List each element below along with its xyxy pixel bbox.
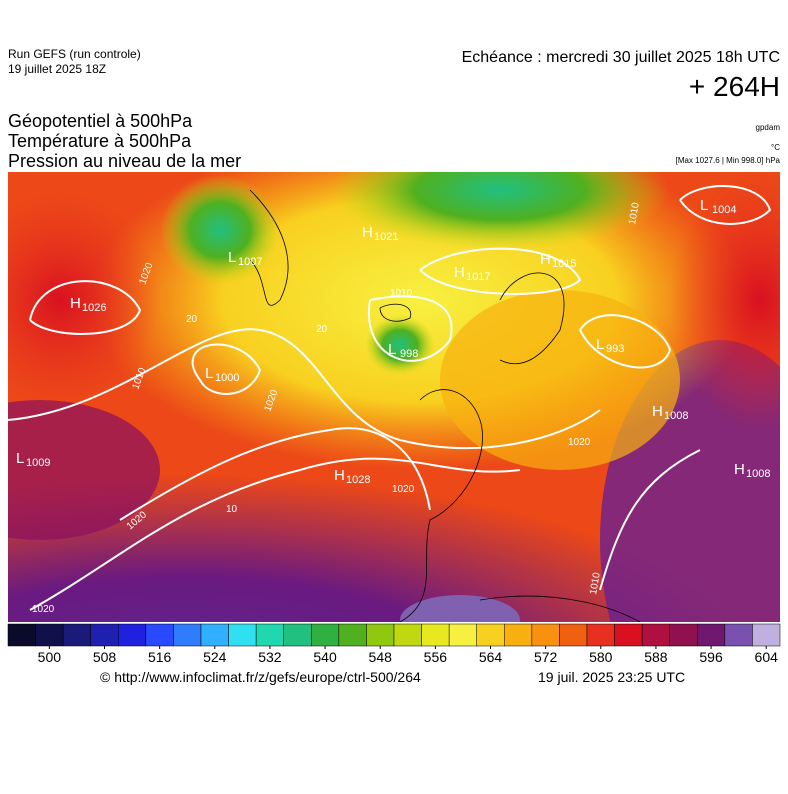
color-swatch <box>724 623 753 647</box>
center-type: L <box>228 249 236 266</box>
generated: 19 juil. 2025 23:25 UTC <box>538 669 685 685</box>
unit: [Max 1027.6 | Min 998.0] hPa <box>676 156 781 165</box>
tick-label: 548 <box>369 649 393 665</box>
color-swatch <box>283 623 312 647</box>
color-swatch <box>228 623 257 647</box>
center-value: 1028 <box>346 474 370 486</box>
center-type: H <box>334 467 345 484</box>
center-type: H <box>734 461 745 478</box>
center-type: H <box>652 403 663 420</box>
isobar-label: 1020 <box>32 604 55 615</box>
offset: + 264H <box>689 71 780 102</box>
isobar-label: 10 <box>226 504 238 515</box>
echeance: Echéance : mercredi 30 juillet 2025 18h … <box>462 49 780 66</box>
isobar-label: 1010 <box>588 571 603 595</box>
color-swatch <box>173 623 202 647</box>
color-swatch <box>531 623 560 647</box>
center-value: 1008 <box>746 468 770 480</box>
tick-label: 508 <box>93 649 117 665</box>
color-swatch <box>62 623 91 647</box>
title: Pression au niveau de la mer <box>8 151 241 171</box>
isobar-label: 20 <box>186 314 198 325</box>
tick-label: 580 <box>589 649 613 665</box>
tick-label: 516 <box>148 649 172 665</box>
tick-label: 572 <box>534 649 558 665</box>
color-swatch <box>614 623 643 647</box>
center-type: H <box>540 251 551 268</box>
colorbar: 500 508 516 524 532 540 548 556 564 572 580 588 596 6… <box>7 623 781 665</box>
color-swatch <box>504 623 533 647</box>
run-label: Run GEFS (run controle) <box>8 47 141 61</box>
color-swatch <box>641 623 670 647</box>
center-value: 1015 <box>552 258 576 270</box>
color-swatch <box>697 623 726 647</box>
center-value: 1008 <box>664 410 688 422</box>
isobar-label: 1010 <box>627 201 642 225</box>
color-swatch <box>366 623 395 647</box>
isobar-label: 1010 <box>390 288 413 299</box>
color-swatch <box>118 623 147 647</box>
tick-label: 564 <box>479 649 503 665</box>
center-type: L <box>388 341 396 358</box>
color-swatch <box>311 623 340 647</box>
isobar-label: 1020 <box>392 484 415 495</box>
color-swatch <box>586 623 615 647</box>
center-value: 1017 <box>466 271 490 283</box>
color-swatch <box>338 623 367 647</box>
tick-label: 524 <box>203 649 227 665</box>
color-swatch <box>476 623 505 647</box>
center-value: 1021 <box>374 231 398 243</box>
center-type: L <box>16 450 24 467</box>
title: Géopotentiel à 500hPa <box>8 111 193 131</box>
color-swatch <box>421 623 450 647</box>
run-date: 19 juillet 2025 18Z <box>8 62 106 76</box>
tick-label: 500 <box>38 649 62 665</box>
center-type: H <box>454 264 465 281</box>
color-swatch <box>448 623 477 647</box>
center-value: 993 <box>606 343 624 355</box>
center-value: 1007 <box>238 256 262 268</box>
color-swatch <box>669 623 698 647</box>
color-swatch <box>752 623 781 647</box>
isobar-label: 20 <box>316 324 328 335</box>
map <box>8 172 780 622</box>
color-swatch <box>90 623 119 647</box>
color-swatch <box>7 623 36 647</box>
title: Température à 500hPa <box>8 131 192 151</box>
unit: gpdam <box>756 123 781 132</box>
tick-label: 540 <box>313 649 337 665</box>
source: © http://www.infoclimat.fr/z/gefs/europe… <box>100 669 421 685</box>
tick-label: 596 <box>699 649 723 665</box>
tick-label: 532 <box>258 649 282 665</box>
center-type: L <box>205 365 213 382</box>
center-type: L <box>700 197 708 214</box>
center-value: 1009 <box>26 457 50 469</box>
center-type: H <box>70 295 81 312</box>
center-type: H <box>362 224 373 241</box>
tick-label: 556 <box>424 649 448 665</box>
color-swatch <box>255 623 284 647</box>
center-value: 1000 <box>215 372 239 384</box>
tick-label: 604 <box>755 649 779 665</box>
tick-label: 588 <box>644 649 668 665</box>
color-swatch <box>35 623 64 647</box>
pressure-centers: H 1021 L 1007 H 1017 H 1015 L 1004 H 1026 L 998… <box>16 197 770 486</box>
center-value: 998 <box>400 348 418 360</box>
color-swatch <box>559 623 588 647</box>
color-swatch <box>393 623 422 647</box>
center-value: 1004 <box>712 204 736 216</box>
color-swatch <box>200 623 229 647</box>
unit: °C <box>771 143 780 152</box>
isobar-label: 1020 <box>568 437 591 448</box>
color-swatch <box>145 623 174 647</box>
center-value: 1026 <box>82 302 106 314</box>
center-type: L <box>596 336 604 353</box>
